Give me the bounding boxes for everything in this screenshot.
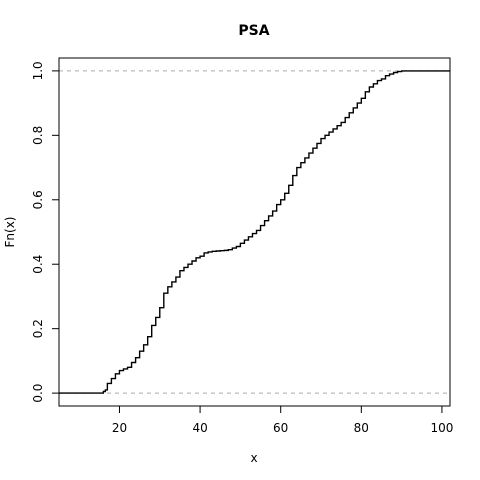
y-tick-label-1: 0.2	[31, 319, 45, 338]
reference-lines	[59, 70, 450, 394]
y-axis: 0.0 0.2 0.4 0.6 0.8 1.0	[31, 61, 60, 403]
y-tick-label-5: 1.0	[31, 61, 45, 80]
y-tick-label-4: 0.8	[31, 126, 45, 145]
y-tick-label-0: 0.0	[31, 384, 45, 403]
x-tick-label-3: 80	[354, 421, 369, 435]
chart-title: PSA	[238, 23, 269, 39]
x-tick-label-2: 60	[273, 421, 288, 435]
y-axis-title: Fn(x)	[3, 217, 17, 248]
x-tick-label-4: 100	[430, 421, 453, 435]
x-axis-title: x	[250, 451, 257, 465]
plot-frame	[58, 57, 451, 407]
ecdf-series-line	[59, 70, 450, 394]
y-tick-label-2: 0.4	[31, 255, 45, 274]
x-tick-label-1: 40	[192, 421, 207, 435]
y-tick-label-3: 0.6	[31, 190, 45, 209]
x-axis: 20 40 60 80 100	[112, 405, 453, 435]
x-tick-label-0: 20	[112, 421, 127, 435]
